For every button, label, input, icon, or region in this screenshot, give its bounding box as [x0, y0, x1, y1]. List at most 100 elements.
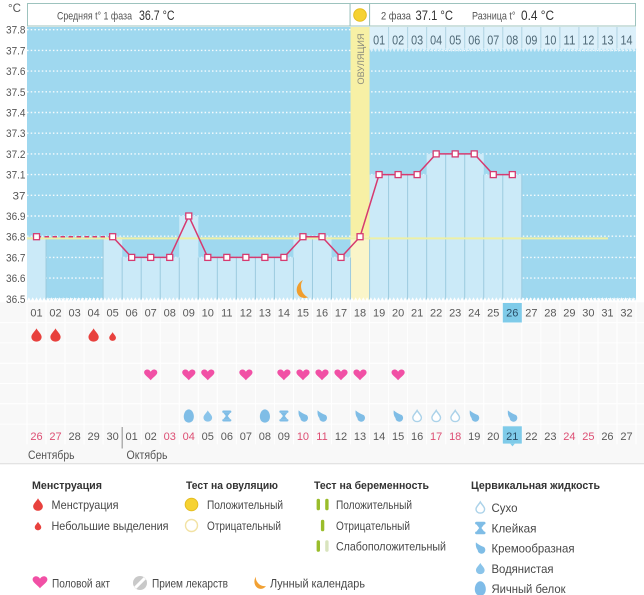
svg-text:ОВУЛЯЦИЯ: ОВУЛЯЦИЯ: [356, 33, 367, 84]
svg-text:Прием лекарств: Прием лекарств: [152, 577, 228, 591]
svg-text:37.5: 37.5: [6, 87, 26, 99]
svg-text:13: 13: [259, 308, 271, 320]
svg-text:23: 23: [544, 431, 556, 443]
svg-text:03: 03: [411, 34, 423, 48]
svg-text:26: 26: [601, 431, 613, 443]
svg-text:09: 09: [183, 308, 195, 320]
svg-text:05: 05: [107, 308, 119, 320]
svg-text:13: 13: [354, 431, 366, 443]
svg-text:26: 26: [506, 308, 518, 320]
svg-text:24: 24: [468, 308, 480, 320]
svg-text:37: 37: [13, 190, 26, 202]
svg-text:02: 02: [145, 431, 157, 443]
svg-text:06: 06: [126, 308, 138, 320]
svg-text:Клейкая: Клейкая: [492, 522, 537, 536]
svg-text:05: 05: [202, 431, 214, 443]
svg-text:Тест на беременность: Тест на беременность: [314, 480, 429, 492]
svg-text:Половой акт: Половой акт: [52, 577, 110, 591]
svg-text:14: 14: [278, 308, 290, 320]
svg-text:37.8: 37.8: [6, 25, 26, 37]
svg-text:05: 05: [449, 34, 461, 48]
svg-text:36.8: 36.8: [6, 232, 26, 244]
svg-text:28: 28: [544, 308, 556, 320]
svg-text:Отрицательный: Отрицательный: [207, 519, 281, 533]
svg-text:09: 09: [278, 431, 290, 443]
svg-text:03: 03: [164, 431, 176, 443]
svg-text:37.6: 37.6: [6, 66, 26, 78]
svg-text:06: 06: [221, 431, 233, 443]
svg-text:27: 27: [525, 308, 537, 320]
svg-text:09: 09: [525, 34, 537, 48]
svg-text:2 фаза: 2 фаза: [381, 11, 412, 23]
svg-text:24: 24: [563, 431, 575, 443]
svg-text:°C: °C: [8, 3, 21, 15]
svg-text:22: 22: [430, 308, 442, 320]
svg-text:37.1 °C: 37.1 °C: [416, 8, 454, 23]
svg-text:0.4 °C: 0.4 °C: [521, 8, 554, 23]
svg-text:02: 02: [49, 308, 61, 320]
svg-text:08: 08: [164, 308, 176, 320]
svg-text:Лунный календарь: Лунный календарь: [270, 577, 365, 591]
svg-text:30: 30: [107, 431, 119, 443]
svg-text:10: 10: [297, 431, 309, 443]
svg-text:15: 15: [297, 308, 309, 320]
svg-text:36.7 °C: 36.7 °C: [139, 8, 175, 23]
svg-text:21: 21: [411, 308, 423, 320]
svg-text:36.6: 36.6: [6, 273, 26, 285]
svg-text:22: 22: [525, 431, 537, 443]
svg-text:Сухо: Сухо: [492, 501, 518, 515]
svg-text:06: 06: [468, 34, 480, 48]
svg-text:26: 26: [30, 431, 42, 443]
svg-text:Октябрь: Октябрь: [127, 448, 168, 462]
svg-text:27: 27: [49, 431, 61, 443]
svg-text:37.3: 37.3: [6, 128, 26, 140]
svg-text:Сентябрь: Сентябрь: [28, 448, 75, 462]
svg-text:07: 07: [487, 34, 499, 48]
svg-text:03: 03: [68, 308, 80, 320]
svg-text:07: 07: [145, 308, 157, 320]
svg-text:Водянистая: Водянистая: [492, 562, 554, 576]
svg-text:08: 08: [259, 431, 271, 443]
svg-text:Небольшие выделения: Небольшие выделения: [52, 519, 169, 533]
svg-text:31: 31: [601, 308, 613, 320]
svg-text:Кремообразная: Кремообразная: [492, 542, 575, 556]
svg-text:Положительный: Положительный: [336, 498, 412, 512]
svg-text:37.2: 37.2: [6, 149, 26, 161]
svg-text:37.4: 37.4: [6, 108, 26, 120]
svg-text:19: 19: [373, 308, 385, 320]
svg-text:30: 30: [582, 308, 594, 320]
svg-text:14: 14: [373, 431, 385, 443]
svg-text:01: 01: [30, 308, 42, 320]
svg-text:Положительный: Положительный: [207, 498, 283, 512]
svg-text:Яичный белок: Яичный белок: [492, 582, 567, 595]
svg-text:11: 11: [563, 34, 575, 48]
svg-text:11: 11: [221, 308, 232, 320]
svg-text:28: 28: [68, 431, 80, 443]
svg-text:Менструация: Менструация: [52, 498, 119, 512]
svg-text:20: 20: [487, 431, 499, 443]
svg-text:13: 13: [601, 34, 613, 48]
svg-text:17: 17: [430, 431, 442, 443]
svg-text:12: 12: [582, 34, 594, 48]
svg-text:Средняя t° 1 фаза: Средняя t° 1 фаза: [57, 11, 133, 23]
svg-text:10: 10: [544, 34, 556, 48]
svg-text:12: 12: [240, 308, 252, 320]
svg-text:17: 17: [335, 308, 347, 320]
svg-text:19: 19: [468, 431, 480, 443]
svg-text:12: 12: [335, 431, 347, 443]
svg-text:16: 16: [316, 308, 328, 320]
svg-text:18: 18: [354, 308, 366, 320]
svg-text:32: 32: [620, 308, 632, 320]
svg-text:25: 25: [487, 308, 499, 320]
svg-text:04: 04: [183, 431, 195, 443]
svg-text:01: 01: [126, 431, 138, 443]
svg-text:01: 01: [373, 34, 385, 48]
svg-text:02: 02: [392, 34, 404, 48]
svg-text:20: 20: [392, 308, 404, 320]
svg-text:15: 15: [392, 431, 404, 443]
svg-text:16: 16: [411, 431, 423, 443]
svg-text:36.5: 36.5: [6, 294, 26, 306]
svg-text:23: 23: [449, 308, 461, 320]
svg-text:04: 04: [87, 308, 99, 320]
svg-text:11: 11: [316, 431, 327, 443]
